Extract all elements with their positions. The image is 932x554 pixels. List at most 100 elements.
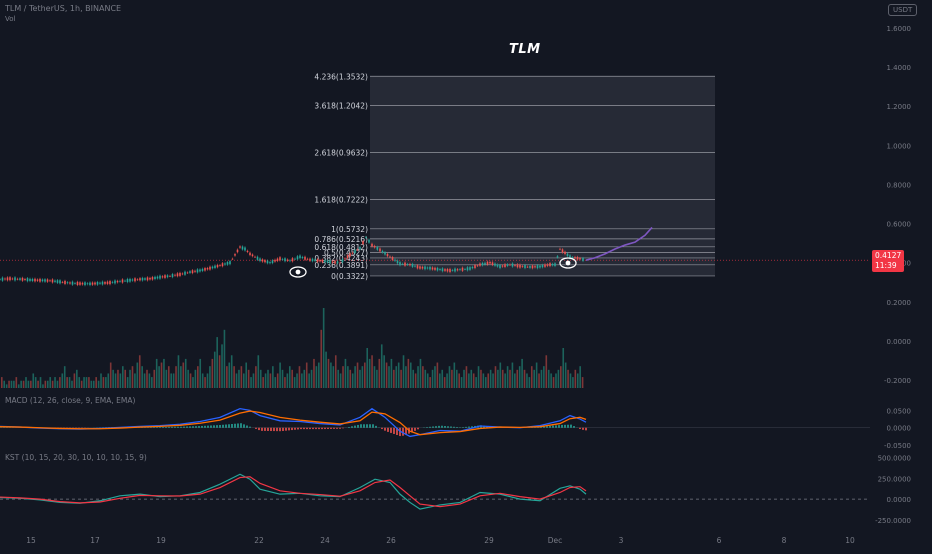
volume-bar — [388, 366, 390, 388]
volume-bar — [519, 366, 521, 388]
volume-bar — [153, 370, 155, 388]
volume-bar — [543, 366, 545, 388]
macd-histogram-bar — [210, 425, 212, 427]
price-candle — [34, 279, 36, 282]
volume-bar — [369, 359, 371, 388]
last-price-value: 0.4127 — [875, 251, 901, 261]
volume-bar — [272, 366, 274, 388]
volume-bar — [410, 363, 412, 388]
fib-level-label: 0(0.3322) — [331, 272, 368, 281]
price-candle — [49, 280, 51, 281]
macd-signal-line — [0, 411, 586, 435]
price-candle — [304, 257, 306, 260]
price-candle — [199, 269, 201, 271]
volume-bar — [212, 359, 214, 388]
macd-histogram-bar — [390, 428, 392, 433]
price-candle — [444, 269, 446, 271]
price-candle — [249, 253, 251, 255]
volume-bar — [120, 373, 122, 388]
macd-histogram-bar — [342, 428, 344, 429]
y-tick-label: 0.2000 — [887, 299, 912, 307]
price-candle — [557, 256, 559, 257]
price-candle — [462, 268, 464, 271]
price-candle — [347, 255, 349, 258]
macd-histogram-bar — [558, 425, 560, 428]
macd-histogram-bar — [369, 424, 371, 427]
price-candle — [499, 265, 501, 268]
price-candle — [472, 267, 474, 268]
price-candle — [4, 279, 6, 280]
x-tick-label: 19 — [156, 536, 166, 545]
volume-bar — [458, 373, 460, 388]
macd-histogram-bar — [159, 427, 161, 428]
price-candle — [339, 263, 341, 264]
price-candle — [192, 270, 194, 273]
price-candle — [2, 278, 4, 281]
x-tick-label: 15 — [26, 536, 36, 545]
price-candle — [374, 246, 376, 248]
macd-histogram-bar — [315, 428, 317, 429]
volume-bar — [161, 363, 163, 388]
price-candle — [479, 263, 481, 265]
price-candle — [84, 282, 86, 285]
x-tick-label: Dec — [548, 536, 563, 545]
volume-bar — [124, 370, 126, 388]
volume-bar — [379, 359, 381, 388]
price-candle — [357, 250, 359, 251]
volume-bar — [359, 370, 361, 388]
volume-bar — [449, 366, 451, 388]
macd-histogram-bar — [339, 428, 341, 429]
macd-histogram-bar — [195, 426, 197, 428]
eye-icon[interactable] — [290, 267, 306, 277]
macd-histogram-bar — [171, 427, 173, 428]
volume-bar — [415, 373, 417, 388]
price-candle — [489, 262, 491, 263]
price-candle — [42, 280, 44, 282]
price-candle — [517, 264, 519, 267]
volume-bar — [357, 363, 359, 388]
volume-bar — [548, 370, 550, 388]
volume-bar — [420, 359, 422, 388]
price-candle — [77, 282, 79, 285]
macd-histogram-bar — [261, 428, 263, 431]
y-tick-label: 0.6000 — [887, 221, 912, 229]
price-candle — [524, 265, 526, 268]
fib-level-label: 3.618(1.2042) — [314, 101, 368, 110]
volume-bar — [173, 373, 175, 388]
price-candle — [559, 249, 561, 250]
price-candle — [257, 257, 259, 260]
volume-bar — [35, 377, 37, 388]
volume-bar — [86, 377, 88, 388]
volume-bar — [429, 377, 431, 388]
macd-histogram-bar — [465, 427, 467, 428]
volume-bar — [49, 377, 51, 388]
price-candle — [319, 260, 321, 262]
macd-histogram-bar — [300, 428, 302, 429]
price-candle — [447, 269, 449, 271]
volume-bar — [137, 363, 139, 388]
macd-histogram-bar — [324, 428, 326, 429]
currency-badge[interactable]: USDT — [888, 4, 917, 16]
price-candle — [452, 270, 454, 271]
price-candle — [574, 257, 576, 258]
price-candle — [544, 264, 546, 266]
price-candle — [62, 282, 64, 283]
kst-y-tick-label: 0.0000 — [887, 496, 912, 504]
price-candle — [224, 263, 226, 264]
volume-bar — [141, 366, 143, 388]
volume-bar — [57, 381, 59, 388]
volume-bar — [262, 377, 264, 388]
volume-bar — [538, 373, 540, 388]
macd-y-tick-label: -0.0500 — [884, 442, 911, 450]
price-candle — [94, 283, 96, 285]
volume-bar — [294, 377, 296, 388]
volume-bar — [381, 344, 383, 388]
macd-histogram-bar — [330, 428, 332, 429]
price-candle — [449, 269, 451, 272]
volume-bar — [565, 363, 567, 388]
price-candle — [457, 269, 459, 270]
volume-bar — [434, 366, 436, 388]
price-candle — [9, 277, 11, 280]
